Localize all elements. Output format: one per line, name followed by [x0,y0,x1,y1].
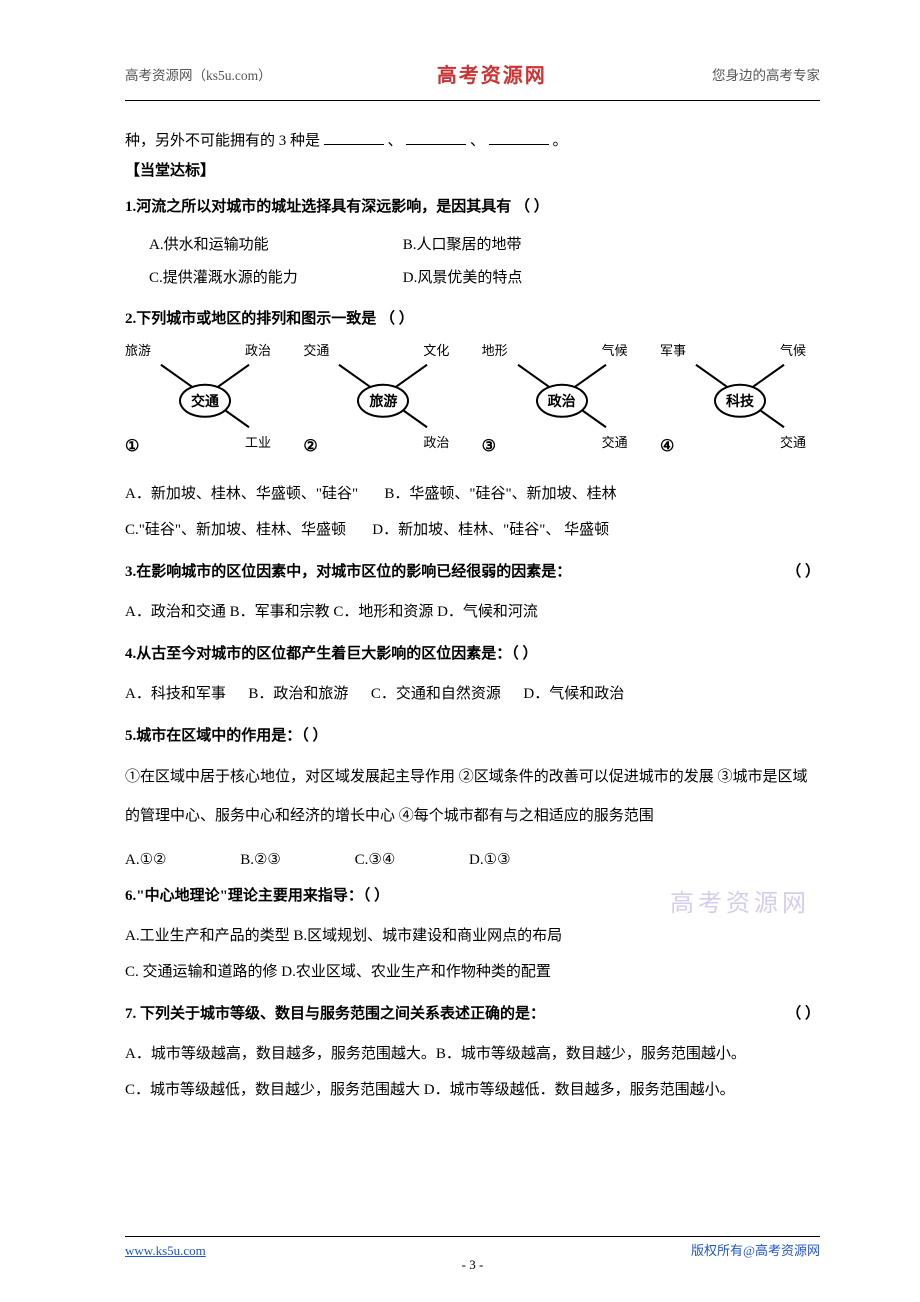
q4-title: 4.从古至今对城市的区位都产生着巨大影响的区位因素是：（ ） [125,642,820,666]
footer-left-link[interactable]: www.ks5u.com [125,1241,206,1262]
q5-options: A.①② B.②③ C.③④ D.①③ [125,848,820,872]
q1-opt-d[interactable]: D.风景优美的特点 [403,262,653,295]
q7-title: 7. 下列关于城市等级、数目与服务范围之间关系表述正确的是： （ ） [125,1002,820,1026]
node-label-tr: 气候 [602,341,628,362]
blank-2[interactable] [406,130,466,145]
node-number: ③ [482,434,496,460]
header-right: 您身边的高考专家 [712,65,820,87]
node-label-br: 政治 [423,433,449,454]
intro-sep1: 、 [388,133,403,149]
q2-opt-a[interactable]: A．新加坡、桂林、华盛顿、"硅谷" [125,486,358,502]
page: 高考资源网（ks5u.com） 高考资源网 您身边的高考专家 种，另外不可能拥有… [0,0,920,1302]
node-label-tl: 交通 [303,341,329,362]
page-footer: www.ks5u.com - 3 - 版权所有@高考资源网 [125,1236,820,1262]
q1-opt-b[interactable]: B.人口聚居的地带 [403,229,653,262]
page-header: 高考资源网（ks5u.com） 高考资源网 您身边的高考专家 [125,60,820,101]
node-number: ① [125,434,139,460]
q5-opt-b[interactable]: B.②③ [240,848,281,872]
q2-diagrams: 交通旅游政治工业①旅游交通文化政治②政治地形气候交通③科技军事气候交通④ [125,343,820,458]
q7-options: A．城市等级越高，数目越多，服务范围越大。B．城市等级越高，数目越少，服务范围越… [125,1036,820,1108]
node-label-tr: 政治 [245,341,271,362]
node-diagram: 交通 旅游 政治工业 ① [125,343,285,458]
q3-options[interactable]: A．政治和交通 B．军事和宗教 C．地形和资源 D．气候和河流 [125,594,820,630]
section-tag: 【当堂达标】 [125,159,820,183]
q6-options: A.工业生产和产品的类型 B.区域规划、城市建设和商业网点的布局 C. 交通运输… [125,918,820,990]
watermark: 高考资源网 [670,885,810,923]
q5-opt-a[interactable]: A.①② [125,848,166,872]
q4-opt-c[interactable]: C．交通和自然资源 [371,686,501,702]
node-diagram: 科技 军事 气候交通 ④ [660,343,820,458]
q2-options: A．新加坡、桂林、华盛顿、"硅谷" B．华盛顿、"硅谷"、新加坡、桂林 C."硅… [125,476,820,548]
q1-opt-c[interactable]: C.提供灌溉水源的能力 [149,262,399,295]
q5-opt-d[interactable]: D.①③ [469,848,510,872]
q1-opt-a[interactable]: A.供水和运输功能 [149,229,399,262]
header-left: 高考资源网（ks5u.com） [125,65,272,87]
intro-line: 种，另外不可能拥有的 3 种是 、 、 。 [125,129,820,153]
q6-line2[interactable]: C. 交通运输和道路的修 D.农业区域、农业生产和作物种类的配置 [125,964,551,980]
node-center: 旅游 [357,383,409,417]
node-label-tl: 军事 [660,341,686,362]
q2-opt-c[interactable]: C."硅谷"、新加坡、桂林、华盛顿 [125,522,346,538]
footer-pagenum: - 3 - [462,1255,484,1276]
q7-paren: （ ） [786,1002,820,1026]
q3-title-text: 3.在影响城市的区位因素中，对城市区位的影响已经很弱的因素是： [125,564,571,580]
node-number: ④ [660,434,674,460]
q7-line2[interactable]: C．城市等级越低，数目越少，服务范围越大 D．城市等级越低．数目越多，服务范围越… [125,1082,735,1098]
node-label-br: 交通 [780,433,806,454]
q2-opt-b[interactable]: B．华盛顿、"硅谷"、新加坡、桂林 [384,486,616,502]
node-label-tl: 地形 [482,341,508,362]
node-label-br: 交通 [602,433,628,454]
intro-suffix: 。 [553,133,568,149]
node-label-tl: 旅游 [125,341,151,362]
blank-1[interactable] [324,130,384,145]
q6-line1[interactable]: A.工业生产和产品的类型 B.区域规划、城市建设和商业网点的布局 [125,928,562,944]
node-label-tr: 气候 [780,341,806,362]
node-number: ② [303,434,317,460]
q2-title: 2.下列城市或地区的排列和图示一致是 （ ） [125,307,820,331]
q3-paren: （ ） [786,560,820,584]
q2-opt-d[interactable]: D．新加坡、桂林、"硅谷"、 华盛顿 [372,522,609,538]
node-diagram: 政治 地形 气候交通 ③ [482,343,642,458]
node-label-br: 工业 [245,433,271,454]
blank-3[interactable] [489,130,549,145]
intro-sep2: 、 [470,133,485,149]
footer-right: 版权所有@高考资源网 [691,1241,820,1262]
q1-options: A.供水和运输功能 B.人口聚居的地带 C.提供灌溉水源的能力 D.风景优美的特… [149,229,820,295]
q5-opt-c[interactable]: C.③④ [355,848,396,872]
node-diagram: 旅游 交通 文化政治 ② [303,343,463,458]
q3-title: 3.在影响城市的区位因素中，对城市区位的影响已经很弱的因素是： （ ） [125,560,820,584]
header-center-logo: 高考资源网 [437,60,547,92]
node-center: 政治 [536,383,588,417]
content: 种，另外不可能拥有的 3 种是 、 、 。 【当堂达标】 1.河流之所以对城市的… [125,129,820,1108]
q5-body: ①在区域中居于核心地位，对区域发展起主导作用 ②区域条件的改善可以促进城市的发展… [125,758,820,836]
q5-title: 5.城市在区域中的作用是：（ ） [125,724,820,748]
q4-opt-b[interactable]: B．政治和旅游 [248,686,348,702]
q7-line1[interactable]: A．城市等级越高，数目越多，服务范围越大。B．城市等级越高，数目越少，服务范围越… [125,1046,746,1062]
intro-prefix: 种，另外不可能拥有的 3 种是 [125,133,320,149]
node-center: 交通 [179,383,231,417]
node-label-tr: 文化 [423,341,449,362]
q4-opt-d[interactable]: D．气候和政治 [523,686,624,702]
q4-options: A．科技和军事 B．政治和旅游 C．交通和自然资源 D．气候和政治 [125,676,820,712]
node-center: 科技 [714,383,766,417]
q7-title-text: 7. 下列关于城市等级、数目与服务范围之间关系表述正确的是： [125,1006,545,1022]
q1-title: 1.河流之所以对城市的城址选择具有深远影响，是因其具有 （ ） [125,195,820,219]
q4-opt-a[interactable]: A．科技和军事 [125,686,226,702]
